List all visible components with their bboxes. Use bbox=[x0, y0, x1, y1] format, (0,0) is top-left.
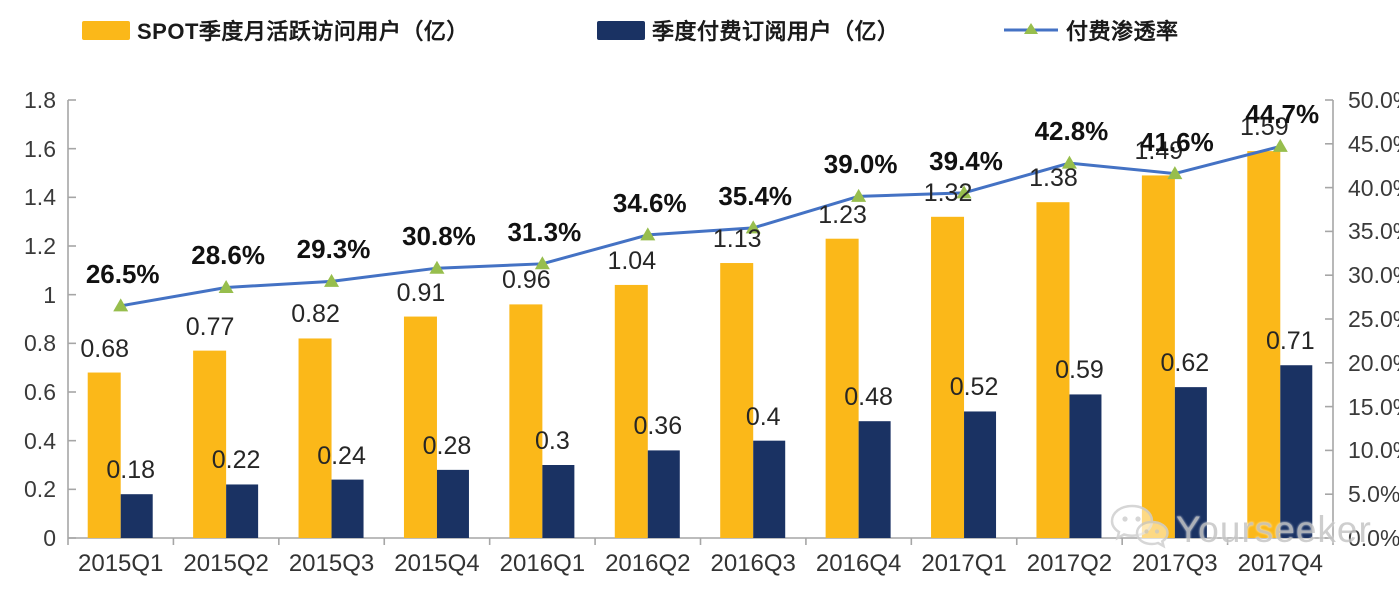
bar-mau-2017Q3 bbox=[1141, 175, 1175, 538]
wechat-icon bbox=[1108, 502, 1170, 557]
watermark: Yourseeker bbox=[1108, 502, 1372, 557]
legend-swatch-mau-bar bbox=[82, 20, 130, 40]
bar-subscribers-2015Q3 bbox=[331, 479, 364, 538]
bar-mau-2015Q4 bbox=[403, 316, 437, 538]
bar-subscribers-2017Q1 bbox=[964, 411, 997, 538]
legend-swatch-subscribers-bar bbox=[597, 20, 645, 40]
bar-subscribers-2016Q2 bbox=[647, 450, 680, 538]
bar-mau-2017Q4 bbox=[1247, 151, 1281, 538]
penetration-line bbox=[120, 144, 1281, 308]
penetration-marker-2015Q2 bbox=[218, 279, 234, 293]
bar-mau-2016Q2 bbox=[614, 284, 648, 538]
legend-label-mau: SPOT季度月活跃访问用户（亿） bbox=[137, 19, 469, 44]
bar-mau-2016Q4 bbox=[825, 238, 859, 538]
bar-subscribers-2016Q3 bbox=[753, 440, 786, 538]
legend-item-subscribers: 季度付费订阅用户（亿） bbox=[597, 14, 900, 46]
bar-mau-2017Q2 bbox=[1036, 202, 1070, 538]
bar-subscribers-2015Q2 bbox=[226, 484, 259, 538]
bar-mau-2016Q3 bbox=[720, 263, 754, 538]
bar-subscribers-2016Q4 bbox=[858, 421, 891, 538]
legend-item-mau: SPOT季度月活跃访问用户（亿） bbox=[82, 14, 469, 46]
bar-subscribers-2017Q4 bbox=[1280, 365, 1313, 538]
penetration-marker-2017Q2 bbox=[1061, 155, 1077, 169]
bar-subscribers-2015Q1 bbox=[120, 494, 153, 538]
bar-mau-2015Q3 bbox=[298, 338, 332, 538]
legend-label-penetration: 付费渗透率 bbox=[1066, 19, 1179, 44]
legend-line-marker-icon bbox=[1003, 20, 1059, 40]
legend-item-penetration: 付费渗透率 bbox=[1003, 14, 1179, 46]
penetration-marker-2016Q2 bbox=[640, 227, 656, 241]
penetration-marker-2017Q1 bbox=[956, 185, 972, 199]
bar-mau-2016Q1 bbox=[509, 304, 543, 538]
penetration-marker-2016Q3 bbox=[745, 220, 761, 234]
bar-subscribers-2015Q4 bbox=[436, 469, 469, 538]
penetration-marker-2015Q1 bbox=[113, 298, 129, 312]
bar-mau-2017Q1 bbox=[931, 216, 965, 539]
penetration-marker-2016Q1 bbox=[534, 256, 550, 270]
bar-subscribers-2017Q3 bbox=[1174, 387, 1207, 538]
penetration-marker-2017Q3 bbox=[1167, 166, 1183, 180]
bar-mau-2015Q1 bbox=[87, 372, 121, 538]
legend-label-subscribers: 季度付费订阅用户（亿） bbox=[652, 19, 900, 44]
penetration-marker-2016Q4 bbox=[851, 188, 867, 202]
watermark-text: Yourseeker bbox=[1176, 508, 1372, 550]
bar-mau-2015Q2 bbox=[193, 350, 227, 538]
penetration-marker-2015Q4 bbox=[429, 260, 445, 274]
penetration-marker-2015Q3 bbox=[324, 273, 340, 287]
bar-subscribers-2017Q2 bbox=[1069, 394, 1102, 538]
bar-subscribers-2016Q1 bbox=[542, 465, 575, 538]
penetration-marker-2017Q4 bbox=[1272, 138, 1288, 152]
